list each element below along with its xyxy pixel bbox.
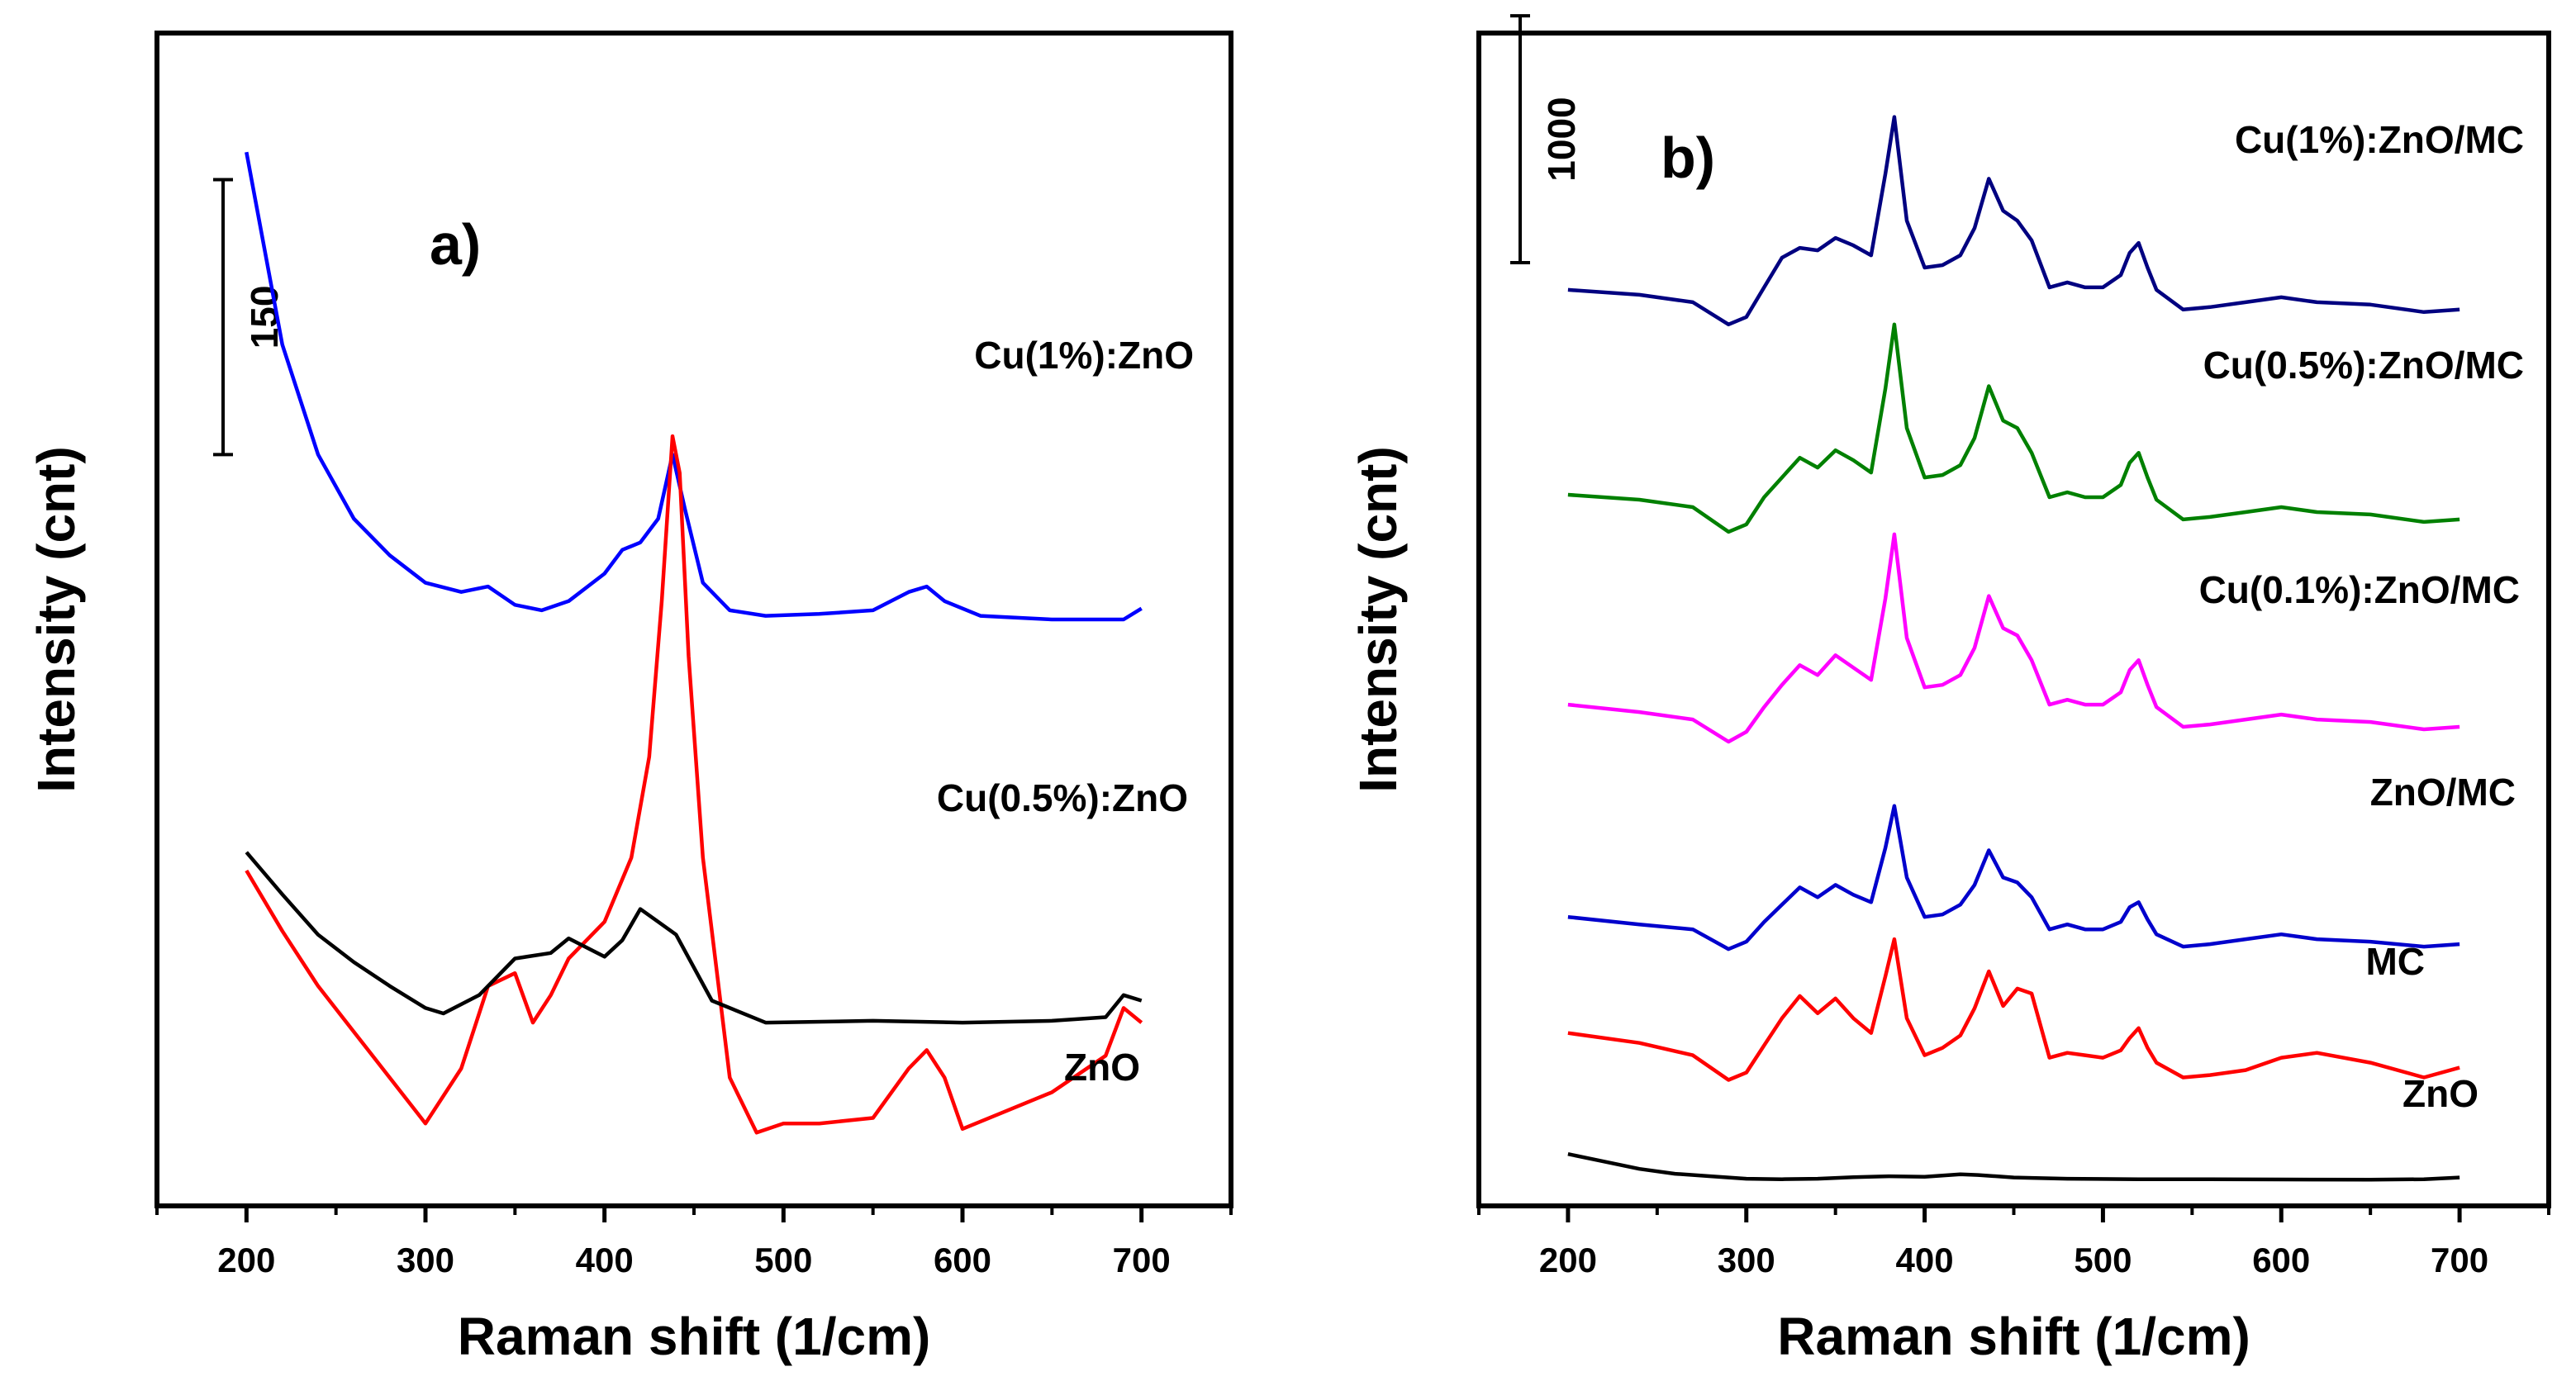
series-label: MC [2365, 940, 2425, 983]
series-label: Cu(0.5%):ZnO [937, 776, 1188, 819]
series-label: ZnO/MC [2370, 771, 2516, 814]
x-tick-label: 600 [934, 1241, 991, 1279]
series-line-cu-0-1-zno-mc [1567, 532, 2460, 744]
series-line-cu-1-zno [245, 151, 1143, 622]
series-line-cu-1-zno-mc [1567, 115, 2460, 327]
panel-label: b) [1661, 126, 1715, 190]
panel-label: a) [430, 212, 481, 277]
x-tick-label: 400 [576, 1241, 634, 1279]
scale-bar-label: 1000 [1540, 97, 1583, 181]
series-line-zno-mc [1567, 804, 2460, 952]
x-tick-label: 400 [1896, 1241, 1954, 1279]
x-axis-title: Raman shift (1/cm) [458, 1307, 931, 1366]
x-tick-label: 600 [2252, 1241, 2310, 1279]
panel-a: 200 300 400 500 600 700 Raman shift (1/cm) Inte… [26, 31, 1233, 1366]
series-line-zno [245, 851, 1143, 1025]
x-tick-label: 700 [2431, 1241, 2488, 1279]
x-tick-label: 300 [1718, 1241, 1775, 1279]
plot-frame [1476, 31, 2551, 1208]
series-label: ZnO [2403, 1072, 2479, 1115]
series-label: Cu(1%):ZnO [974, 334, 1194, 377]
series-label: Cu(0.5%):ZnO/MC [2203, 344, 2524, 387]
x-tick-label: 700 [1113, 1241, 1171, 1279]
scale-bar-label: 150 [243, 286, 286, 349]
series-line-cu-0-5-zno-mc [1567, 322, 2460, 534]
series-line-cu-0-5-zno [245, 434, 1143, 1135]
y-axis-title: Intensity (cnt) [1348, 446, 1408, 793]
series-line-mc [1567, 937, 2460, 1082]
y-axis-title: Intensity (cnt) [26, 446, 86, 793]
series-label: Cu(1%):ZnO/MC [2235, 118, 2524, 161]
x-axis-title: Raman shift (1/cm) [1777, 1307, 2250, 1366]
panel-b: 200 300 400 500 600 700 Raman shift (1/cm) Inte… [1348, 14, 2551, 1366]
x-tick-label: 500 [2074, 1241, 2132, 1279]
series-label: Cu(0.1%):ZnO/MC [2199, 568, 2520, 611]
x-tick-label: 300 [397, 1241, 454, 1279]
x-tick-label: 200 [217, 1241, 275, 1279]
x-tick-label: 200 [1539, 1241, 1597, 1279]
x-tick-label: 500 [754, 1241, 812, 1279]
series-label: ZnO [1064, 1046, 1140, 1089]
series-line-zno [1567, 1151, 2460, 1182]
